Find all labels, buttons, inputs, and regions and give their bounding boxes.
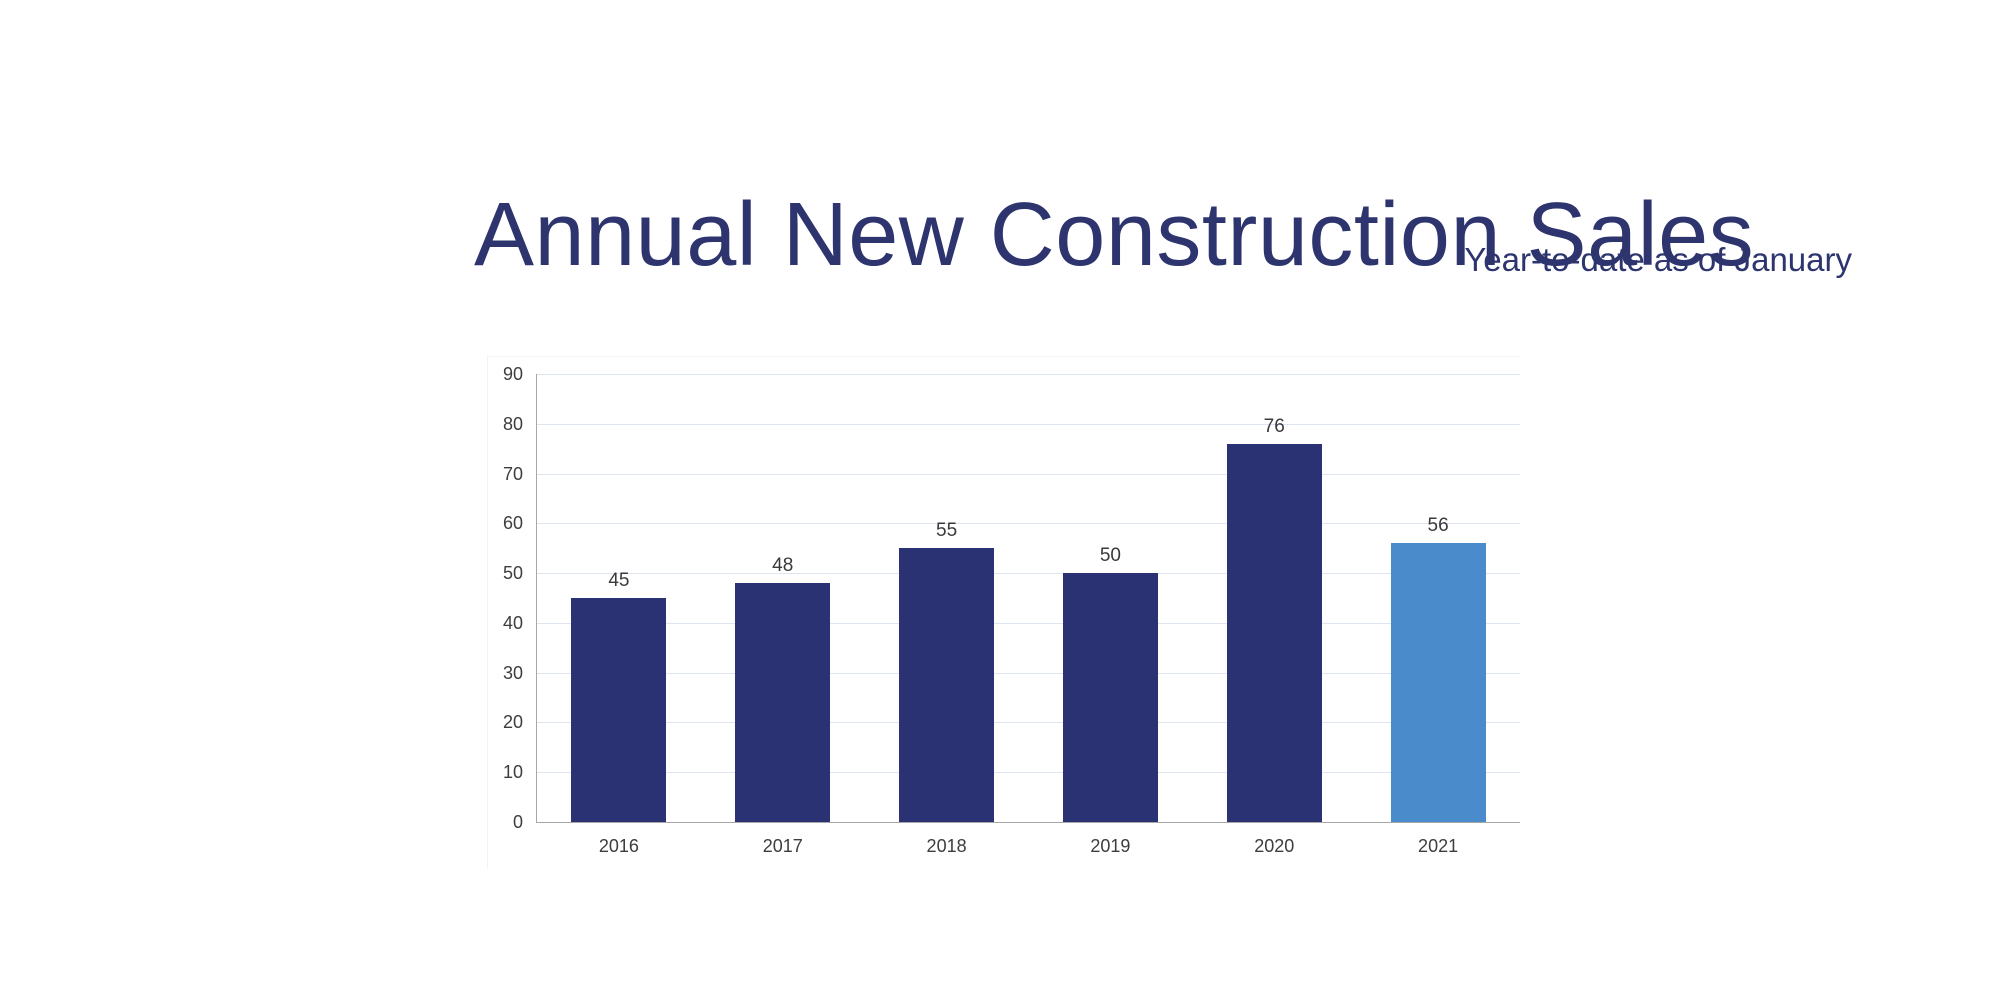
bar bbox=[1390, 543, 1486, 822]
x-tick-label: 2018 bbox=[926, 836, 967, 856]
y-tick-label: 40 bbox=[502, 612, 523, 633]
chart-title: Annual New Construction Sales bbox=[474, 185, 1755, 286]
x-tick-label: 2017 bbox=[762, 836, 803, 856]
y-tick-label: 30 bbox=[502, 662, 523, 683]
gridline bbox=[537, 523, 1520, 525]
gridline bbox=[537, 423, 1520, 425]
x-tick-label: 2019 bbox=[1090, 836, 1131, 856]
gridline bbox=[537, 622, 1520, 624]
bar-value-label: 50 bbox=[1099, 545, 1121, 567]
bar-value-label: 76 bbox=[1263, 415, 1285, 437]
y-tick-label: 0 bbox=[512, 812, 523, 832]
bar bbox=[899, 548, 995, 822]
chart-subtitle: Year-to-date as of January bbox=[1464, 241, 1852, 278]
bar bbox=[735, 583, 831, 822]
bar bbox=[571, 598, 667, 822]
bar bbox=[1062, 573, 1158, 822]
y-tick-label: 60 bbox=[502, 513, 523, 534]
gridline bbox=[537, 722, 1520, 724]
y-tick-label: 70 bbox=[502, 463, 523, 484]
x-tick-label: 2021 bbox=[1418, 836, 1459, 856]
bar bbox=[1226, 443, 1322, 822]
x-tick-label: 2020 bbox=[1254, 836, 1295, 856]
x-tick-label: 2016 bbox=[598, 836, 639, 856]
y-tick-label: 10 bbox=[502, 762, 523, 783]
y-tick-label: 90 bbox=[502, 364, 523, 384]
y-tick-label: 50 bbox=[502, 563, 523, 584]
gridline bbox=[537, 473, 1520, 475]
gridline bbox=[537, 672, 1520, 674]
bar-value-label: 55 bbox=[936, 520, 958, 542]
gridline bbox=[537, 374, 1520, 375]
bar-value-label: 48 bbox=[772, 555, 794, 577]
gridline bbox=[537, 573, 1520, 575]
gridline bbox=[537, 772, 1520, 774]
bar-value-label: 45 bbox=[608, 570, 630, 591]
y-tick-label: 80 bbox=[502, 413, 523, 434]
bar-value-label: 56 bbox=[1427, 515, 1449, 537]
bar-chart-plot-area: 0 10 20 30 40 50 60 70 80 90 45 2016 48 2017 55 2018 50 2… bbox=[503, 364, 1520, 856]
y-tick-label: 20 bbox=[502, 712, 523, 733]
